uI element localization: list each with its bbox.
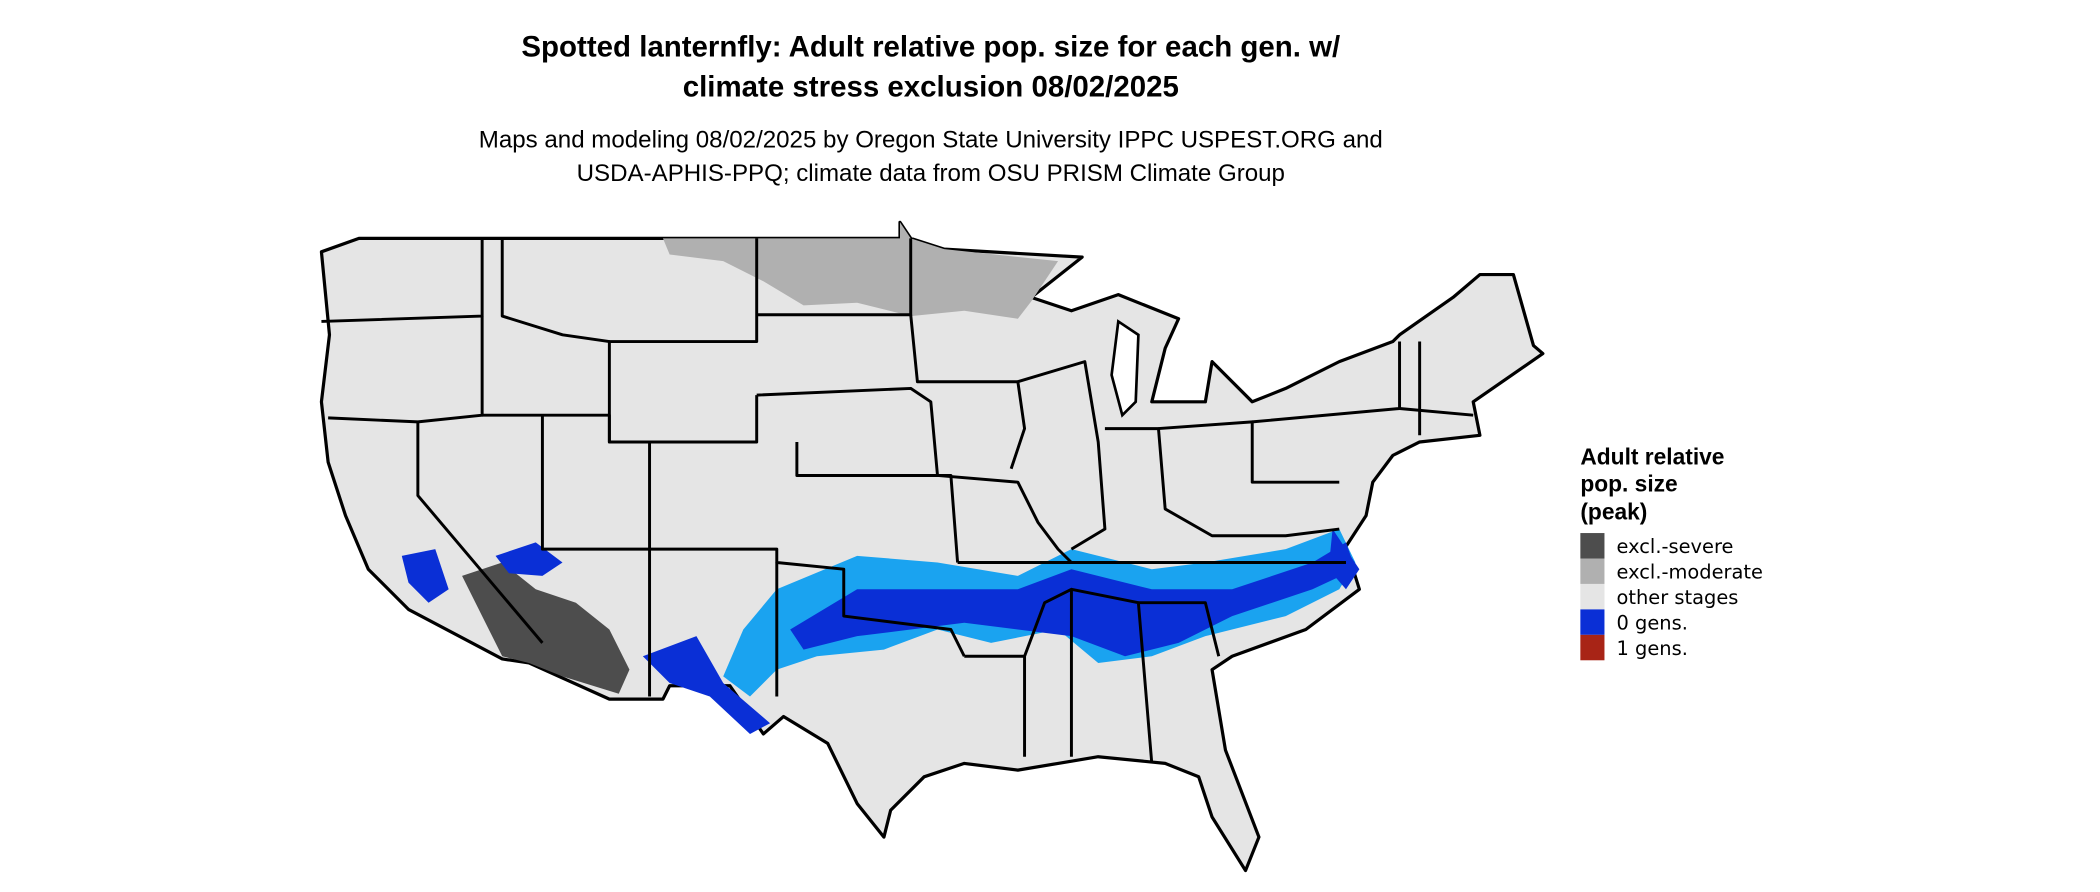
us-outline bbox=[319, 220, 1545, 873]
title-line-2: climate stress exclusion 08/02/2025 bbox=[683, 70, 1179, 103]
legend-swatch bbox=[1580, 533, 1605, 559]
legend-item-other-stages: other stages bbox=[1580, 583, 1739, 610]
legend-title-line-2: pop. size bbox=[1580, 471, 1677, 497]
legend-title-line-1: Adult relative bbox=[1580, 444, 1724, 470]
legend-item-excl-severe: excl.-severe bbox=[1580, 533, 1734, 559]
legend-swatch bbox=[1580, 558, 1605, 584]
legend-label: other stages bbox=[1617, 586, 1739, 609]
zero-gens-nc-coast bbox=[1328, 529, 1360, 590]
zero-gens-southwest bbox=[401, 542, 771, 734]
legend: Adult relative pop. size (peak) excl.-se… bbox=[1580, 444, 1763, 661]
subtitle-line-1: Maps and modeling 08/02/2025 by Oregon S… bbox=[479, 126, 1383, 153]
state-borders bbox=[321, 238, 1474, 764]
legend-label: 1 gens. bbox=[1617, 637, 1688, 660]
legend-title-line-3: (peak) bbox=[1580, 499, 1647, 525]
great-lakes-michigan bbox=[1110, 319, 1140, 418]
title-line-1: Spotted lanternfly: Adult relative pop. … bbox=[521, 30, 1340, 63]
legend-swatch bbox=[1580, 583, 1605, 610]
us-map bbox=[319, 220, 1545, 873]
excl-moderate-region bbox=[662, 222, 1059, 319]
legend-item-excl-moderate: excl.-moderate bbox=[1580, 558, 1763, 584]
legend-swatch bbox=[1580, 609, 1605, 635]
legend-label: 0 gens. bbox=[1617, 611, 1688, 634]
subtitle-line-2: USDA-APHIS-PPQ; climate data from OSU PR… bbox=[577, 160, 1285, 187]
legend-label: excl.-severe bbox=[1617, 535, 1734, 558]
legend-item-0-gens: 0 gens. bbox=[1580, 609, 1688, 635]
legend-label: excl.-moderate bbox=[1617, 561, 1763, 584]
legend-swatch bbox=[1580, 634, 1605, 661]
legend-item-1-gens: 1 gens. bbox=[1580, 634, 1688, 661]
